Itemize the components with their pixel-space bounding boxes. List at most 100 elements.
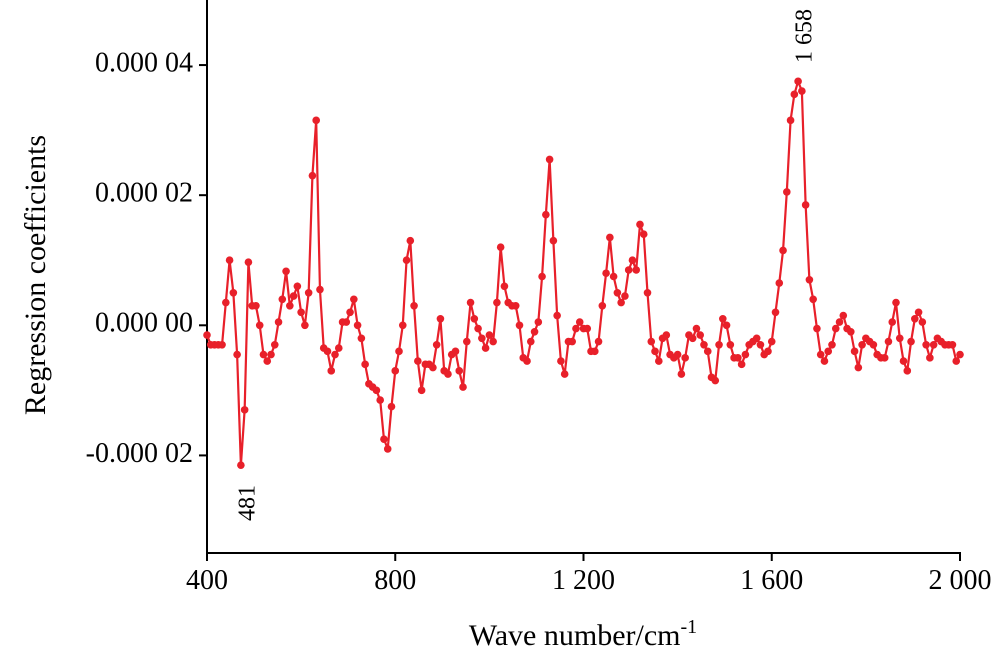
data-point	[794, 77, 802, 86]
data-point	[263, 357, 272, 365]
data-point	[383, 445, 392, 453]
data-point	[237, 461, 245, 469]
data-point	[500, 282, 509, 291]
data-point	[282, 267, 290, 276]
data-point	[496, 243, 505, 252]
data-point	[342, 318, 351, 326]
data-point	[926, 354, 934, 362]
x-axis-label: Wave number/cm-1	[469, 616, 697, 652]
y-tick-label: 0.000 04	[95, 47, 193, 78]
data-point	[609, 272, 618, 281]
data-point	[594, 337, 603, 346]
data-point	[835, 318, 844, 326]
data-point	[323, 347, 332, 356]
data-point	[549, 236, 558, 245]
x-axis-label-superscript: -1	[681, 616, 698, 638]
data-point	[301, 321, 309, 330]
data-point	[462, 337, 471, 346]
data-point	[353, 321, 362, 330]
data-point	[436, 314, 445, 323]
data-point	[380, 435, 388, 443]
data-point	[850, 347, 859, 356]
data-point	[775, 279, 784, 287]
data-point	[598, 301, 607, 310]
data-point	[267, 350, 275, 359]
data-point	[395, 347, 403, 356]
data-point	[459, 383, 467, 391]
data-point	[884, 337, 893, 346]
data-point	[948, 341, 957, 349]
data-point	[831, 324, 840, 333]
data-point	[715, 341, 723, 349]
data-point	[783, 188, 791, 196]
data-point	[327, 367, 336, 375]
data-point	[286, 301, 294, 310]
data-point	[673, 350, 682, 359]
data-point	[568, 337, 577, 346]
data-point	[786, 116, 795, 125]
data-point	[478, 334, 486, 343]
data-point	[402, 256, 411, 265]
data-point	[293, 282, 302, 291]
data-point	[530, 328, 539, 336]
data-point	[346, 308, 354, 317]
data-point	[244, 258, 253, 266]
data-point	[557, 357, 565, 365]
data-point	[929, 341, 938, 349]
x-tick-label: 800	[374, 565, 416, 596]
data-point	[617, 298, 625, 307]
data-point	[222, 298, 230, 307]
data-point	[590, 347, 599, 356]
x-tick-label: 1 200	[552, 565, 615, 596]
data-point	[681, 354, 689, 362]
data-point	[575, 318, 584, 326]
data-point	[636, 220, 644, 229]
data-point	[229, 288, 238, 297]
data-point	[854, 363, 863, 372]
data-point	[474, 324, 482, 333]
data-point	[922, 341, 930, 349]
data-point	[847, 328, 855, 336]
data-point	[688, 334, 697, 343]
data-point	[278, 295, 287, 304]
data-point	[956, 350, 964, 359]
data-point	[895, 334, 904, 343]
x-axis-label-text: Wave number/cm	[469, 619, 681, 652]
data-point	[828, 341, 836, 349]
data-point	[662, 331, 671, 339]
data-point	[297, 308, 305, 317]
data-point	[606, 233, 614, 242]
data-point	[824, 347, 833, 356]
data-point	[813, 324, 821, 333]
data-point	[414, 357, 422, 365]
data-point	[312, 116, 320, 125]
data-point	[858, 341, 866, 349]
data-point	[444, 370, 452, 378]
data-point	[711, 376, 720, 385]
data-point	[632, 266, 641, 274]
data-point	[274, 318, 283, 326]
data-point	[406, 236, 415, 245]
data-point	[779, 246, 787, 255]
y-tick-label: -0.000 02	[86, 438, 193, 469]
data-point	[493, 298, 501, 307]
data-point	[703, 347, 712, 356]
data-point	[410, 301, 418, 310]
data-point	[218, 341, 226, 349]
data-point	[741, 350, 750, 359]
x-tick-label: 2 000	[929, 565, 992, 596]
data-point	[903, 367, 912, 375]
data-point	[572, 324, 580, 333]
data-point	[583, 324, 592, 333]
data-point	[240, 406, 249, 414]
data-point	[455, 367, 464, 375]
data-point	[470, 314, 479, 323]
data-point	[534, 318, 543, 326]
data-point	[233, 350, 241, 359]
data-point	[545, 155, 554, 164]
data-point	[892, 298, 900, 307]
data-point	[376, 396, 384, 404]
data-point	[700, 341, 708, 349]
data-point	[907, 337, 915, 346]
